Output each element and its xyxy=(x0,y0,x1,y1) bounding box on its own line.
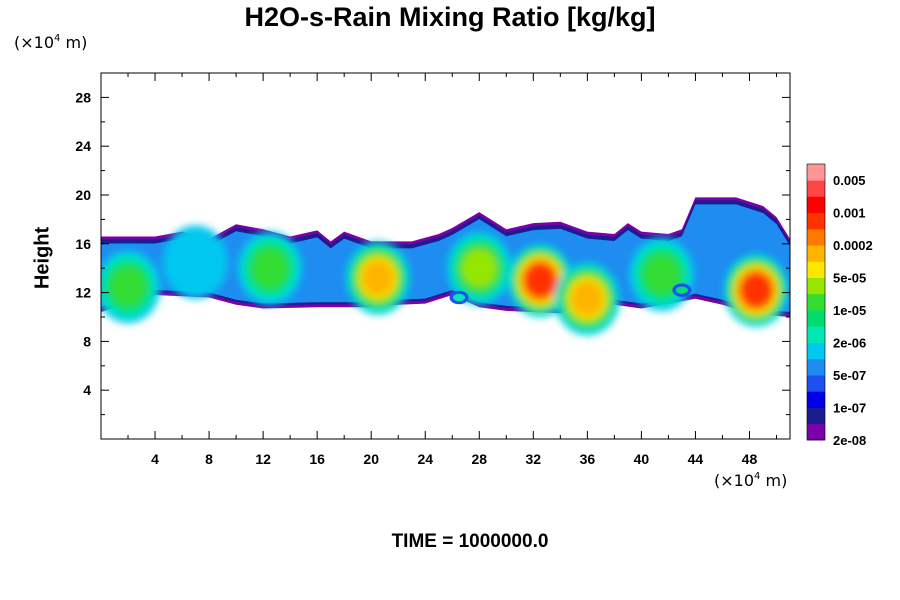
y-tick-label-28: 28 xyxy=(75,89,91,105)
x-tick-label-8: 8 xyxy=(205,451,213,467)
x-axis-unit: (×104 m) xyxy=(714,471,787,490)
colorbar-swatch-14 xyxy=(807,196,825,214)
colorbar-frame xyxy=(806,163,826,441)
y-tick-label-12: 12 xyxy=(75,285,91,301)
colorbar-swatch-1 xyxy=(807,407,825,425)
cell-7-level-8 xyxy=(643,254,680,295)
y-tick-label-8: 8 xyxy=(83,333,91,349)
colorbar-label-0: 0.005 xyxy=(833,173,866,188)
y-tick-label-24: 24 xyxy=(75,138,91,154)
x-tick-label-36: 36 xyxy=(580,451,596,467)
colorbar-swatch-5 xyxy=(807,342,825,360)
colorbar-swatch-8 xyxy=(807,293,825,311)
colorbar-label-7: 1e-07 xyxy=(833,401,866,416)
time-label: TIME = 1000000.0 xyxy=(391,531,549,552)
y-unit-exponent: 4 xyxy=(54,33,61,44)
patch-0-inner xyxy=(452,293,466,302)
x-tick-label-16: 16 xyxy=(309,451,325,467)
cell-5-level-13 xyxy=(524,263,556,298)
colorbar: 0.005 0.001 0.0002 5e-05 1e-05 2e-06 5e-07 1e-0… xyxy=(806,163,873,448)
colorbar-label-1: 0.001 xyxy=(833,206,866,221)
colorbar-swatch-12 xyxy=(807,228,825,246)
colorbar-label-4: 1e-05 xyxy=(833,303,866,318)
colorbar-swatch-9 xyxy=(807,277,825,295)
x-tick-label-44: 44 xyxy=(688,451,704,467)
x-tick-label-4: 4 xyxy=(151,451,159,467)
patch-1-inner xyxy=(675,286,689,294)
colorbar-swatch-16 xyxy=(807,164,825,181)
y-unit-suffix: m) xyxy=(60,33,88,52)
colorbar-swatch-4 xyxy=(807,358,825,376)
x-tick-label-28: 28 xyxy=(471,451,487,467)
x-axis: 4 8 12 16 20 24 28 32 36 40 44 48 xyxy=(127,73,777,467)
cell-1-level-5 xyxy=(163,225,228,299)
x-tick-label-20: 20 xyxy=(363,451,379,467)
cell-4-level-9 xyxy=(461,249,497,288)
colorbar-swatch-11 xyxy=(807,245,825,262)
y-tick-label-20: 20 xyxy=(75,187,91,203)
x-tick-label-48: 48 xyxy=(742,451,758,467)
colorbar-label-5: 2e-06 xyxy=(833,336,866,351)
colorbar-label-2: 0.0002 xyxy=(833,238,873,253)
x-tick-label-40: 40 xyxy=(634,451,650,467)
cell-8-level-13 xyxy=(740,273,772,308)
cell-6-level-11 xyxy=(571,280,604,317)
y-tick-label-4: 4 xyxy=(83,382,91,398)
colorbar-swatch-3 xyxy=(807,375,825,392)
x-tick-label-12: 12 xyxy=(255,451,271,467)
y-axis: 4 8 12 16 20 24 28 xyxy=(75,89,790,416)
cell-3-level-11 xyxy=(361,260,395,296)
colorbar-swatch-10 xyxy=(807,261,825,278)
colorbar-label-3: 5e-05 xyxy=(833,271,866,286)
cell-0-level-8 xyxy=(109,266,147,307)
x-unit-suffix: m) xyxy=(760,471,788,490)
x-tick-label-32: 32 xyxy=(526,451,542,467)
plot-frame xyxy=(100,72,791,440)
colorbar-swatch-13 xyxy=(807,212,825,230)
x-tick-label-24: 24 xyxy=(417,451,433,467)
colorbar-swatch-7 xyxy=(807,310,825,327)
x-unit-prefix: (×10 xyxy=(714,471,755,490)
colorbar-label-8: 2e-08 xyxy=(833,433,866,448)
colorbar-swatch-0 xyxy=(807,423,825,441)
cell-layer xyxy=(101,225,789,336)
colorbar-swatch-6 xyxy=(807,326,825,343)
cell-2-level-8 xyxy=(251,248,289,289)
y-tick-label-16: 16 xyxy=(75,236,91,252)
rain-field xyxy=(101,197,790,336)
colorbar-label-6: 5e-07 xyxy=(833,368,866,383)
y-unit-prefix: (×10 xyxy=(14,33,55,52)
colorbar-swatch-15 xyxy=(807,180,825,197)
x-unit-exponent: 4 xyxy=(754,471,761,482)
y-axis-unit: (×104 m) xyxy=(14,33,87,52)
chart-title: H2O-s-Rain Mixing Ratio [kg/kg] xyxy=(244,2,656,32)
colorbar-swatch-2 xyxy=(807,391,825,408)
